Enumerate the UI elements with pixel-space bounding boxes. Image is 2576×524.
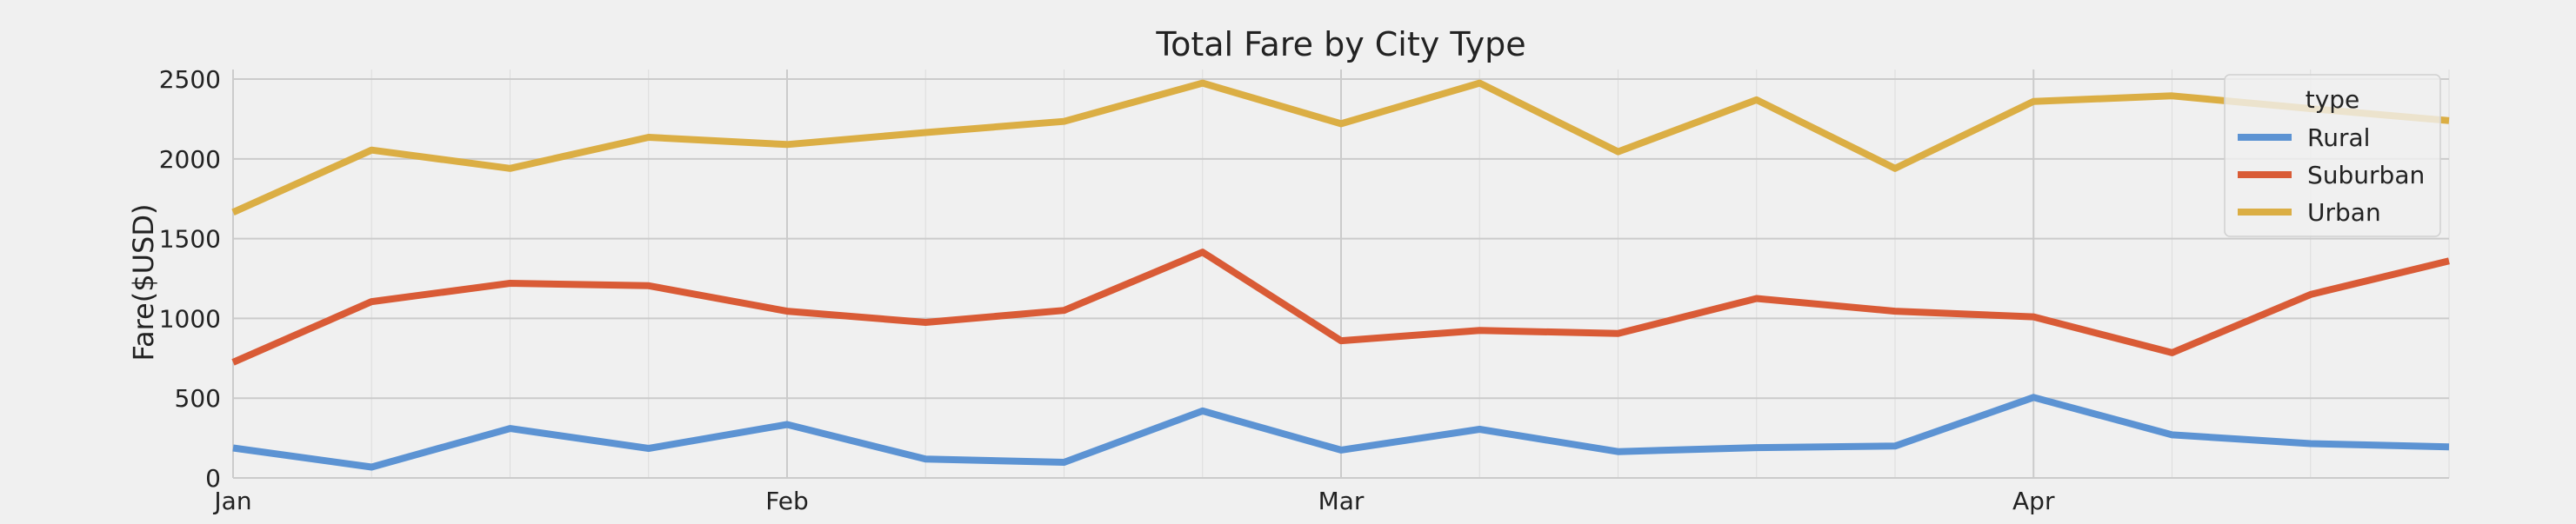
y-tick-label: 2500 [159,65,221,94]
x-tick-label: Apr [2012,487,2055,515]
series-line-suburban [231,249,2450,366]
legend-items: Rural Suburban Urban [2238,123,2425,227]
series-lines [231,79,2450,471]
legend-label-urban: Urban [2307,198,2381,227]
series-line-rural [232,394,2450,471]
y-tick-label: 500 [175,384,221,413]
y-tick-label: 1000 [159,304,221,333]
legend-label-rural: Rural [2307,123,2370,152]
series-line-urban [231,79,2450,216]
x-tick-label: Feb [765,487,809,515]
legend: type Rural Suburban Urban [2224,74,2441,237]
legend-label-suburban: Suburban [2307,161,2425,189]
x-tick-label: Mar [1318,487,1365,515]
legend-box [2224,74,2441,237]
y-tick-label: 0 [205,464,221,493]
x-tick-label: Jan [212,487,251,515]
chart-title: Total Fare by City Type [1155,25,1525,63]
y-tick-label: 1500 [159,225,221,254]
y-axis-label: Fare($USD) [127,204,160,361]
legend-title: type [2306,85,2360,114]
axis-ticks: 0 500 1000 1500 2000 2500 Jan Feb Mar Apr [159,65,2055,515]
y-tick-label: 2000 [159,145,221,174]
